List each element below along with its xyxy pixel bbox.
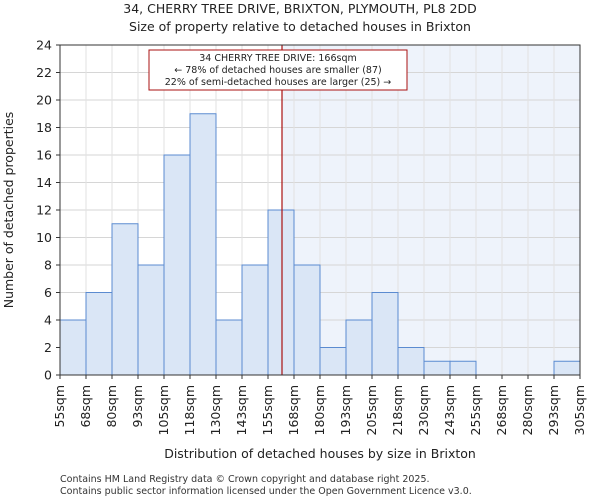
x-tick-label: 93sqm <box>130 385 145 428</box>
y-tick-label: 24 <box>36 38 52 53</box>
annotation-line-1: 34 CHERRY TREE DRIVE: 166sqm <box>199 53 357 64</box>
x-tick-label: 205sqm <box>364 385 379 435</box>
x-tick-label: 55sqm <box>52 385 67 428</box>
chart-subtitle: Size of property relative to detached ho… <box>129 19 471 34</box>
annotation-line-2: ← 78% of detached houses are smaller (87… <box>174 65 381 76</box>
x-tick-label: 155sqm <box>260 385 275 435</box>
x-tick-label: 293sqm <box>546 385 561 435</box>
x-tick-label: 193sqm <box>338 385 353 435</box>
histogram-bar <box>215 319 243 376</box>
histogram-bar <box>319 347 347 376</box>
x-tick-label: 130sqm <box>208 385 223 435</box>
x-tick-label: 218sqm <box>390 385 405 435</box>
y-tick-label: 0 <box>44 368 52 383</box>
histogram-bar <box>111 223 139 376</box>
y-tick-label: 14 <box>36 175 52 190</box>
y-tick-label: 2 <box>44 340 52 355</box>
histogram-bar <box>189 113 217 376</box>
histogram-bar <box>553 360 581 376</box>
x-tick-label: 243sqm <box>442 385 457 435</box>
plot-frame <box>59 44 581 376</box>
x-tick-label: 280sqm <box>520 385 535 435</box>
histogram-bar <box>267 209 295 376</box>
y-tick-label: 20 <box>36 93 52 108</box>
footer-line-2: Contains public sector information licen… <box>60 486 472 497</box>
x-tick-label: 118sqm <box>182 385 197 435</box>
histogram-bar <box>371 292 399 376</box>
y-tick-label: 6 <box>44 285 52 300</box>
x-axis-label: Distribution of detached houses by size … <box>164 446 476 461</box>
y-tick-label: 18 <box>36 120 52 135</box>
x-tick-label: 255sqm <box>468 385 483 435</box>
annotation-box <box>148 49 408 91</box>
histogram-bar <box>345 319 373 376</box>
histogram-bar <box>397 347 425 376</box>
histogram-bar <box>163 154 191 376</box>
histogram-bar <box>137 264 165 376</box>
histogram-bar <box>423 360 451 376</box>
histogram-bar <box>85 292 113 376</box>
x-tick-label: 68sqm <box>78 385 93 428</box>
x-tick-label: 305sqm <box>572 385 587 435</box>
annotation-line-3: 22% of semi-detached houses are larger (… <box>165 77 392 88</box>
y-tick-label: 8 <box>44 258 52 273</box>
x-tick-label: 143sqm <box>234 385 249 435</box>
x-tick-label: 268sqm <box>494 385 509 435</box>
x-tick-label: 80sqm <box>104 385 119 428</box>
y-tick-label: 10 <box>36 230 52 245</box>
y-axis-label: Number of detached properties <box>1 112 16 309</box>
histogram-bar <box>59 319 87 376</box>
footer-line-1: Contains HM Land Registry data © Crown c… <box>60 474 430 485</box>
x-tick-label: 230sqm <box>416 385 431 435</box>
x-tick-label: 105sqm <box>156 385 171 435</box>
histogram-bar <box>241 264 269 376</box>
y-tick-label: 12 <box>36 203 52 218</box>
x-tick-label: 180sqm <box>312 385 327 435</box>
x-tick-label: 168sqm <box>286 385 301 435</box>
y-tick-label: 4 <box>44 313 52 328</box>
histogram-bar <box>293 264 321 376</box>
y-tick-label: 16 <box>36 148 52 163</box>
chart-title: 34, CHERRY TREE DRIVE, BRIXTON, PLYMOUTH… <box>123 1 476 16</box>
y-tick-label: 22 <box>36 65 52 80</box>
histogram-bar <box>449 360 477 376</box>
